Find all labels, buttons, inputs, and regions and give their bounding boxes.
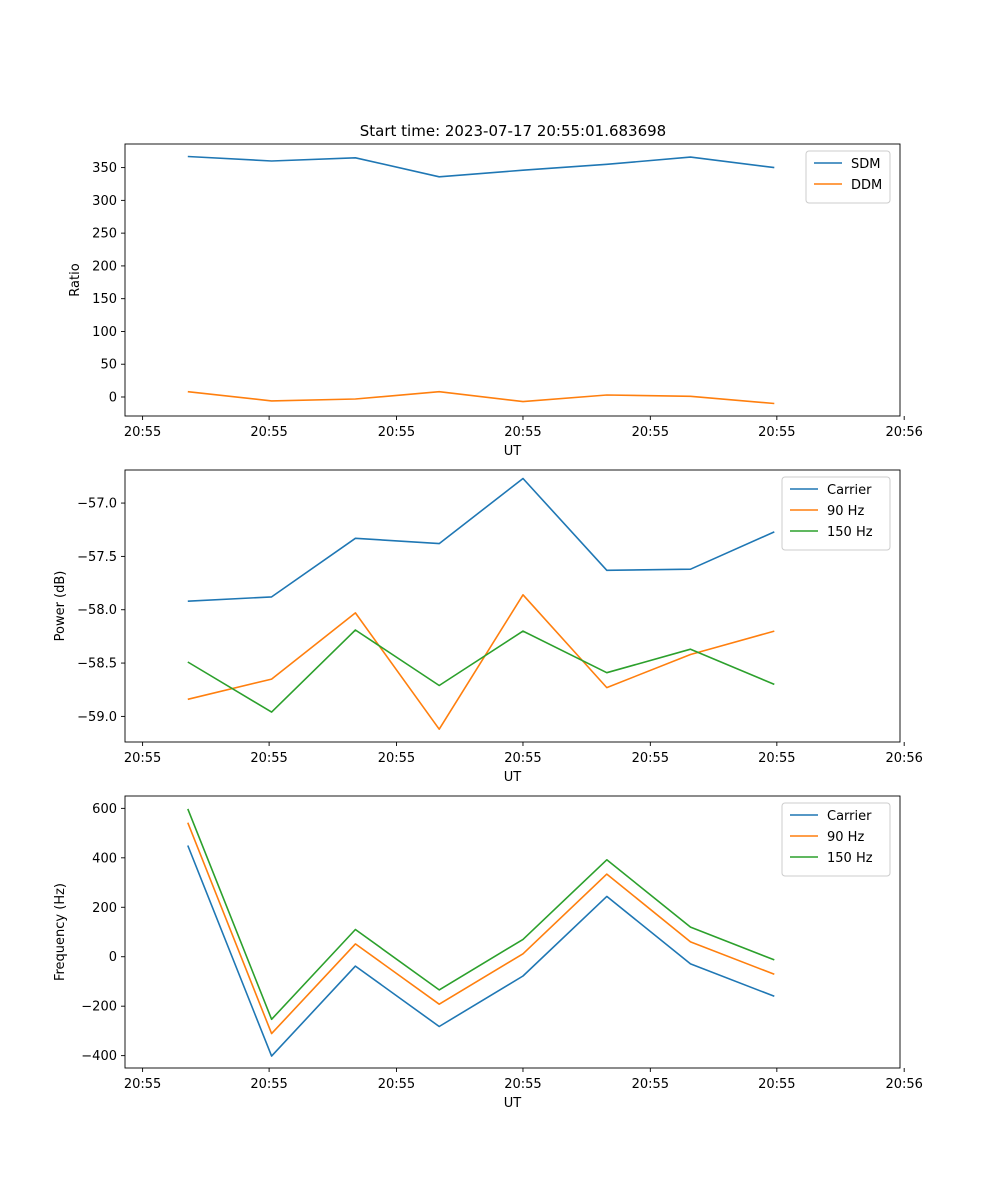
- power-y-tick-label: −59.0: [77, 710, 117, 725]
- frequency-legend-label-carrier: Carrier: [827, 809, 872, 824]
- ratio-y-tick-label: 100: [92, 325, 117, 340]
- figure-title: Start time: 2023-07-17 20:55:01.683698: [360, 122, 666, 140]
- frequency-y-tick-label: 200: [92, 901, 117, 916]
- power-series-150-hz-line: [187, 629, 775, 713]
- frequency-y-tick-label: 0: [109, 950, 117, 965]
- ratio-legend: SDM DDM: [805, 150, 891, 204]
- power-y-axis-label: Power (dB): [53, 571, 68, 642]
- frequency-legend: Carrier 90 Hz 150 Hz: [781, 802, 891, 877]
- power-series-90-hz-line: [187, 593, 775, 731]
- frequency-x-tick-label: 20:56: [885, 1077, 922, 1092]
- ratio-legend-label-sdm: SDM: [851, 157, 880, 172]
- power-axes-frame: [124, 469, 901, 743]
- frequency-x-tick-label: 20:55: [250, 1077, 287, 1092]
- power-x-tick-label: 20:55: [632, 751, 669, 766]
- frequency-y-tick-label: 400: [92, 851, 117, 866]
- frequency-y-tick-label: −400: [81, 1049, 117, 1064]
- power-legend-label-150-hz: 150 Hz: [827, 525, 873, 540]
- frequency-axes-frame: [124, 795, 901, 1069]
- ratio-legend-box: [805, 150, 891, 204]
- power-legend-label-90-hz: 90 Hz: [827, 504, 864, 519]
- frequency-legend-label-150-hz: 150 Hz: [827, 851, 873, 866]
- frequency-y-axis-label: Frequency (Hz): [53, 883, 68, 981]
- power-x-tick-label: 20:55: [758, 751, 795, 766]
- frequency-x-axis-label: UT: [504, 1096, 522, 1111]
- frequency-series-carrier-line: [187, 845, 775, 1057]
- ratio-y-tick-label: 200: [92, 259, 117, 274]
- power-x-axis-label: UT: [504, 770, 522, 785]
- power-series-carrier-line: [187, 477, 775, 602]
- ratio-x-tick-label: 20:55: [378, 425, 415, 440]
- power-x-tick-label: 20:55: [504, 751, 541, 766]
- ratio-axes-frame: [124, 143, 901, 417]
- ratio-x-tick-label: 20:56: [885, 425, 922, 440]
- ratio-x-tick-label: 20:55: [124, 425, 161, 440]
- frequency-y-tick-label: 600: [92, 802, 117, 817]
- power-x-tick-label: 20:56: [885, 751, 922, 766]
- power-x-tick-label: 20:55: [250, 751, 287, 766]
- ratio-y-tick-label: 250: [92, 227, 117, 242]
- ratio-y-tick-label: 350: [92, 161, 117, 176]
- frequency-x-tick-label: 20:55: [124, 1077, 161, 1092]
- ratio-series-ddm-line: [187, 390, 775, 405]
- power-x-tick-label: 20:55: [378, 751, 415, 766]
- frequency-panel: 20:55 20:55 20:55 20:55 20:55 20:55 20:56 −400 −…: [53, 795, 923, 1111]
- ratio-y-axis-label: Ratio: [68, 263, 83, 296]
- power-x-tick-label: 20:55: [124, 751, 161, 766]
- power-y-tick-label: −58.5: [77, 657, 117, 672]
- power-y-tick-label: −58.0: [77, 603, 117, 618]
- frequency-y-tick-label: −200: [81, 1000, 117, 1015]
- ratio-series-sdm-line: [187, 155, 775, 178]
- power-legend-label-carrier: Carrier: [827, 483, 872, 498]
- ratio-y-tick-label: 150: [92, 292, 117, 307]
- ratio-x-tick-label: 20:55: [632, 425, 669, 440]
- ratio-y-tick-label: 50: [100, 358, 117, 373]
- frequency-x-tick-label: 20:55: [758, 1077, 795, 1092]
- frequency-legend-label-90-hz: 90 Hz: [827, 830, 864, 845]
- ratio-x-tick-label: 20:55: [250, 425, 287, 440]
- ratio-legend-label-ddm: DDM: [851, 178, 882, 193]
- ratio-x-tick-label: 20:55: [504, 425, 541, 440]
- frequency-x-tick-label: 20:55: [378, 1077, 415, 1092]
- frequency-series-150-hz-line: [187, 808, 775, 1021]
- power-y-tick-label: −57.0: [77, 497, 117, 512]
- ratio-x-axis-label: UT: [504, 444, 522, 459]
- power-y-tick-label: −57.5: [77, 550, 117, 565]
- ratio-x-tick-label: 20:55: [758, 425, 795, 440]
- frequency-x-tick-label: 20:55: [632, 1077, 669, 1092]
- frequency-series-90-hz-line: [187, 822, 775, 1035]
- ratio-y-tick-label: 300: [92, 194, 117, 209]
- power-panel: 20:55 20:55 20:55 20:55 20:55 20:55 20:56 −59.0…: [53, 469, 923, 785]
- frequency-x-tick-label: 20:55: [504, 1077, 541, 1092]
- ratio-panel: 20:55 20:55 20:55 20:55 20:55 20:55 20:56 0 50 10…: [68, 143, 923, 459]
- power-legend: Carrier 90 Hz 150 Hz: [781, 476, 891, 551]
- ratio-y-tick-label: 0: [109, 390, 117, 405]
